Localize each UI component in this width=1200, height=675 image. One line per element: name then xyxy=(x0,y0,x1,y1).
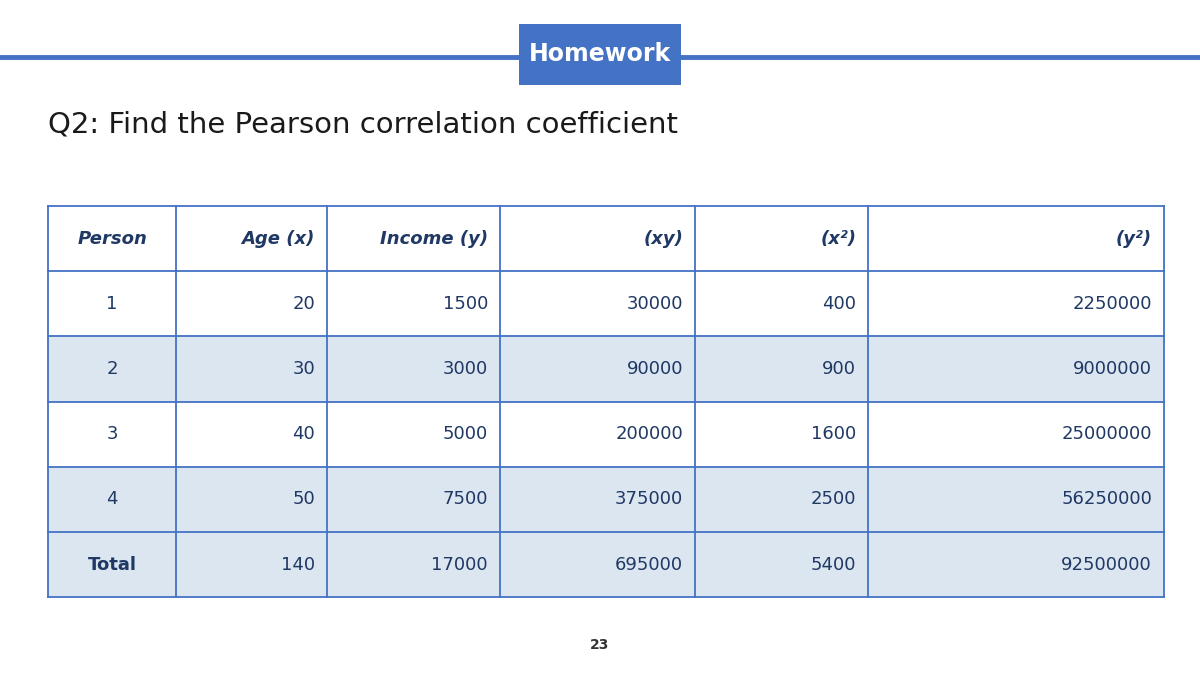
Text: 20: 20 xyxy=(293,295,314,313)
Text: Income (y): Income (y) xyxy=(380,230,488,248)
Text: 200000: 200000 xyxy=(616,425,683,443)
Text: 25000000: 25000000 xyxy=(1062,425,1152,443)
Text: 56250000: 56250000 xyxy=(1061,491,1152,508)
Bar xyxy=(520,24,682,85)
Text: 5000: 5000 xyxy=(443,425,488,443)
Text: 30: 30 xyxy=(293,360,314,378)
Text: 1600: 1600 xyxy=(811,425,857,443)
Text: 900: 900 xyxy=(822,360,857,378)
Text: 1500: 1500 xyxy=(443,295,488,313)
Text: 23: 23 xyxy=(590,638,610,651)
Text: 5400: 5400 xyxy=(811,556,857,574)
Text: (x²): (x²) xyxy=(821,230,857,248)
Text: 400: 400 xyxy=(822,295,857,313)
Text: (xy): (xy) xyxy=(643,230,683,248)
Text: 40: 40 xyxy=(293,425,314,443)
Text: 1: 1 xyxy=(107,295,118,313)
Text: 375000: 375000 xyxy=(616,491,683,508)
Bar xyxy=(48,402,1164,467)
Text: (y²): (y²) xyxy=(1116,230,1152,248)
Bar xyxy=(48,336,1164,402)
Text: 92500000: 92500000 xyxy=(1061,556,1152,574)
Text: Homework: Homework xyxy=(529,43,671,66)
Text: Total: Total xyxy=(88,556,137,574)
Text: 2500: 2500 xyxy=(811,491,857,508)
Text: Person: Person xyxy=(77,230,148,248)
Text: 90000: 90000 xyxy=(626,360,683,378)
Text: 2: 2 xyxy=(107,360,118,378)
Text: Q2: Find the Pearson correlation coefficient: Q2: Find the Pearson correlation coeffic… xyxy=(48,111,678,139)
Text: 3000: 3000 xyxy=(443,360,488,378)
Text: 2250000: 2250000 xyxy=(1073,295,1152,313)
Bar xyxy=(48,206,1164,271)
Text: 695000: 695000 xyxy=(616,556,683,574)
Text: 3: 3 xyxy=(107,425,118,443)
Bar xyxy=(48,532,1164,597)
Text: Age (x): Age (x) xyxy=(241,230,314,248)
Bar xyxy=(48,467,1164,532)
Text: 4: 4 xyxy=(107,491,118,508)
Text: 7500: 7500 xyxy=(443,491,488,508)
Text: 9000000: 9000000 xyxy=(1073,360,1152,378)
Text: 50: 50 xyxy=(293,491,314,508)
Bar xyxy=(48,271,1164,336)
Text: 30000: 30000 xyxy=(626,295,683,313)
Text: 17000: 17000 xyxy=(431,556,488,574)
Text: 140: 140 xyxy=(281,556,314,574)
